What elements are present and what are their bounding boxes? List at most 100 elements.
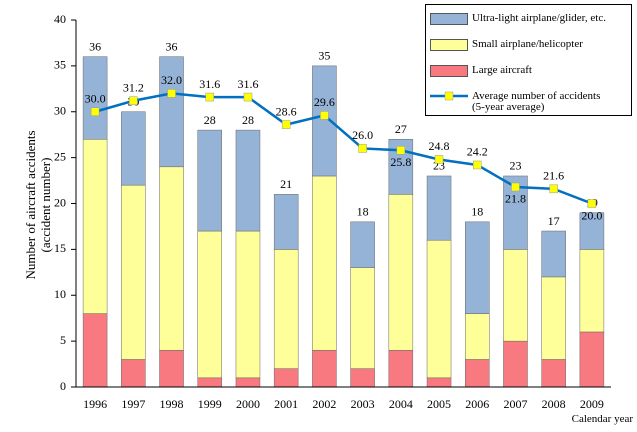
total-label: 28 <box>242 113 254 127</box>
average-marker <box>549 184 558 194</box>
average-label: 21.8 <box>505 192 526 206</box>
total-label: 21 <box>280 177 292 191</box>
bar-segment <box>312 65 337 177</box>
legend-swatch <box>430 91 468 101</box>
y-tick-label: 20 <box>54 195 66 209</box>
average-label: 30.0 <box>85 92 106 106</box>
y-tick-label: 35 <box>54 58 66 72</box>
average-marker <box>167 89 176 98</box>
legend-swatch <box>430 13 468 25</box>
bar-segment <box>465 221 490 314</box>
legend-label: Small airplane/helicopter <box>472 38 583 50</box>
bar-segment <box>388 350 414 388</box>
x-tick-label: 2000 <box>236 397 260 411</box>
x-tick-label: 2001 <box>274 397 298 411</box>
bar-segment <box>197 230 222 379</box>
bar-segment <box>426 175 452 241</box>
legend-label: Ultra-light airplane/glider, etc. <box>472 12 606 24</box>
average-marker <box>320 111 329 120</box>
legend-entry: Large aircraft <box>426 63 631 89</box>
average-marker <box>587 199 597 208</box>
average-marker <box>129 96 138 105</box>
y-tick-label: 0 <box>60 379 66 393</box>
bar-segment <box>121 111 146 186</box>
bar-segment <box>350 368 375 388</box>
bar-segment <box>541 230 566 278</box>
total-label: 28 <box>204 113 216 127</box>
average-marker <box>396 146 406 155</box>
x-tick-label: 1999 <box>198 397 222 411</box>
bar-segment <box>388 194 414 351</box>
average-label: 31.6 <box>237 77 258 91</box>
legend: Ultra-light airplane/glider, etc. Small a… <box>425 4 632 116</box>
total-label: 27 <box>395 122 407 136</box>
bar-segment <box>579 249 605 333</box>
bar-segment <box>503 340 528 388</box>
x-tick-label: 2006 <box>465 397 489 411</box>
total-label: 23 <box>509 159 521 173</box>
x-tick-label: 2004 <box>389 397 413 411</box>
bar-segment <box>350 267 375 369</box>
y-tick-label: 5 <box>60 333 66 347</box>
bar-segment <box>273 249 299 369</box>
total-label: 18 <box>357 205 369 219</box>
average-line <box>94 92 593 205</box>
bar-segment <box>121 359 146 388</box>
x-tick-label: 2008 <box>542 397 566 411</box>
bar-segment <box>82 139 108 314</box>
average-label: 25.8 <box>390 155 411 169</box>
total-label: 18 <box>471 205 483 219</box>
x-axis-label: Calendar year <box>571 413 633 425</box>
average-label: 31.6 <box>199 77 220 91</box>
y-axis-label: Number of aircraft accidents (accident n… <box>23 130 53 280</box>
total-label: 36 <box>89 39 101 53</box>
legend-entry: Average number of accidents (5-year aver… <box>426 89 631 115</box>
average-label: 26.0 <box>352 128 373 142</box>
legend-entry: Ultra-light airplane/glider, etc. <box>426 11 631 37</box>
y-tick-label: 15 <box>54 241 66 255</box>
bar-segment <box>541 359 566 388</box>
total-label: 35 <box>318 49 330 63</box>
legend-swatch <box>430 65 468 77</box>
average-marker <box>281 120 291 129</box>
y-tick-label: 40 <box>54 12 66 26</box>
total-label: 36 <box>166 39 178 53</box>
average-marker <box>434 155 444 164</box>
bar-segment <box>197 377 222 388</box>
legend-marker <box>444 91 454 101</box>
bar-segment <box>197 129 222 232</box>
bar-segment <box>235 377 261 388</box>
bar-segment <box>159 166 184 351</box>
average-label: 31.2 <box>123 80 144 94</box>
bar-segment <box>159 350 184 388</box>
bar-segment <box>82 56 108 140</box>
average-label: 21.6 <box>543 169 564 183</box>
x-tick-label: 2002 <box>312 397 336 411</box>
bar-segment <box>579 212 605 250</box>
bar-segment <box>312 350 337 388</box>
bar-segment <box>273 368 299 388</box>
average-marker <box>358 144 367 153</box>
x-tick-label: 2003 <box>351 397 375 411</box>
x-tick-label: 2005 <box>427 397 451 411</box>
bar-segment <box>350 221 375 268</box>
bar-segment <box>465 313 490 360</box>
bar-segment <box>426 239 452 379</box>
average-label: 29.6 <box>314 95 335 109</box>
x-tick-label: 2007 <box>503 397 527 411</box>
bar-segment <box>465 359 490 388</box>
legend-entry: Small airplane/helicopter <box>426 37 631 63</box>
bar-segment <box>235 230 261 379</box>
bar-segment <box>541 276 566 360</box>
average-marker <box>243 92 253 102</box>
bar-segment <box>121 184 146 360</box>
bar-segment <box>503 249 528 342</box>
average-label: 24.2 <box>467 145 488 159</box>
x-tick-label: 1996 <box>83 397 107 411</box>
legend-label: Average number of accidents (5-year aver… <box>472 90 601 113</box>
x-tick-label: 1998 <box>160 397 184 411</box>
bar-segment <box>235 129 261 232</box>
average-label: 28.6 <box>276 104 297 118</box>
